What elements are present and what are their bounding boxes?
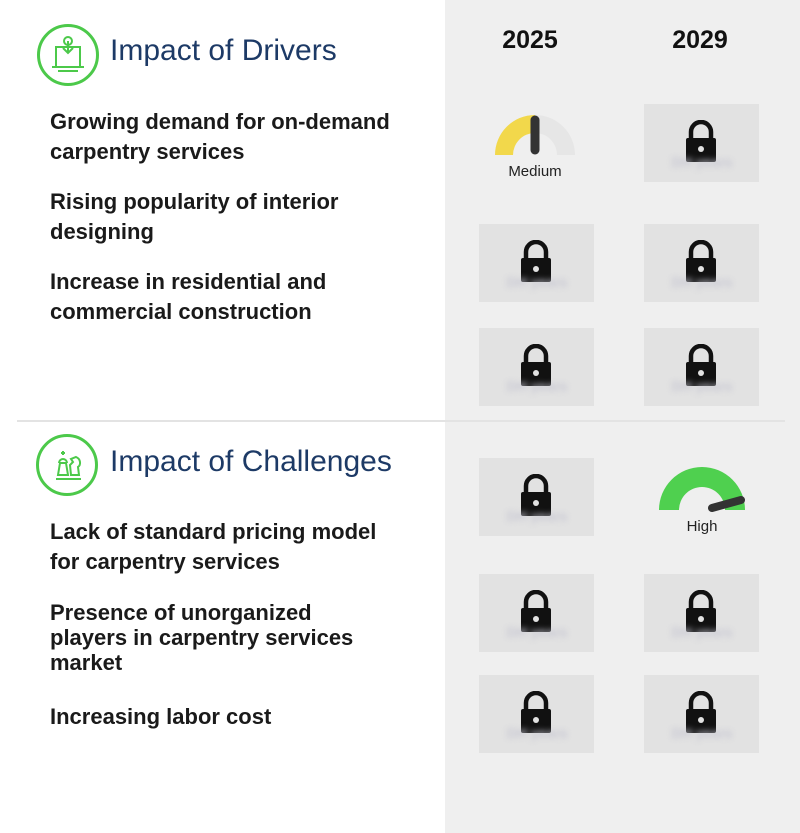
drivers-gear-icon	[37, 24, 99, 86]
challenge-item-1-line-2: for carpentry services	[50, 549, 280, 574]
driver-item-2: Rising popularity of interior designing	[50, 187, 420, 247]
lock-icon	[686, 120, 716, 162]
challenge-item-2-line-3: market	[50, 650, 123, 675]
locked-blurred-text: DH years	[671, 274, 733, 290]
locked-blurred-text: DH years	[506, 508, 568, 524]
year-2029-header: 2029	[672, 26, 728, 54]
locked-blurred-text: DH years	[506, 274, 568, 290]
driver-item-1-line-1: Growing demand for on-demand	[50, 109, 390, 134]
locked-cell[interactable]: DH years	[644, 328, 759, 406]
locked-cell[interactable]: DH years	[644, 675, 759, 753]
locked-cell[interactable]: DH years	[479, 224, 594, 302]
lock-icon	[521, 590, 551, 632]
locked-blurred-text: DH years	[671, 725, 733, 741]
locked-blurred-text: DH years	[506, 725, 568, 741]
lock-icon	[686, 344, 716, 386]
locked-cell[interactable]: DH years	[479, 574, 594, 652]
challenge-item-2-line-1: Presence of unorganized	[50, 600, 312, 625]
locked-cell[interactable]: DH years	[644, 104, 759, 182]
challenge-item-2-line-2: players in carpentry services	[50, 625, 354, 650]
driver-1-2025-gauge-label: Medium	[508, 163, 562, 180]
locked-cell[interactable]: DH years	[479, 675, 594, 753]
driver-item-3-line-1: Increase in residential and	[50, 269, 327, 294]
locked-cell[interactable]: DH years	[479, 328, 594, 406]
challenges-title: Impact of Challenges	[110, 445, 392, 478]
driver-item-1-line-2: carpentry services	[50, 139, 245, 164]
lock-icon	[521, 474, 551, 516]
locked-cell[interactable]: DH years	[644, 224, 759, 302]
challenge-item-1: Lack of standard pricing model for carpe…	[50, 517, 420, 577]
lock-icon	[686, 240, 716, 282]
driver-item-2-line-2: designing	[50, 219, 154, 244]
locked-blurred-text: DH years	[671, 154, 733, 170]
driver-item-3-line-2: commercial construction	[50, 299, 312, 324]
driver-1-2025-gauge: Medium	[490, 110, 580, 180]
lock-icon	[521, 691, 551, 733]
challenge-item-2: Presence of unorganized players in carpe…	[50, 600, 420, 675]
lock-icon	[521, 344, 551, 386]
challenge-1-2029-gauge: High	[657, 465, 747, 535]
locked-cell[interactable]: DH years	[644, 574, 759, 652]
year-2025-header: 2025	[502, 26, 558, 54]
locked-cell[interactable]: DH years	[479, 458, 594, 536]
chess-icon	[36, 434, 98, 496]
challenge-item-3-line-1: Increasing labor cost	[50, 704, 272, 729]
driver-item-3: Increase in residential and commercial c…	[50, 267, 420, 327]
lock-icon	[521, 240, 551, 282]
locked-blurred-text: DH years	[506, 378, 568, 394]
locked-blurred-text: DH years	[671, 378, 733, 394]
challenge-item-1-line-1: Lack of standard pricing model	[50, 519, 377, 544]
driver-item-2-line-1: Rising popularity of interior	[50, 189, 339, 214]
lock-icon	[686, 590, 716, 632]
challenge-item-3: Increasing labor cost	[50, 702, 420, 732]
driver-item-1: Growing demand for on-demand carpentry s…	[50, 107, 420, 167]
section-divider	[17, 420, 785, 422]
locked-blurred-text: DH years	[671, 624, 733, 640]
drivers-title: Impact of Drivers	[110, 34, 337, 67]
challenge-1-2029-gauge-label: High	[686, 518, 718, 535]
lock-icon	[686, 691, 716, 733]
locked-blurred-text: DH years	[506, 624, 568, 640]
